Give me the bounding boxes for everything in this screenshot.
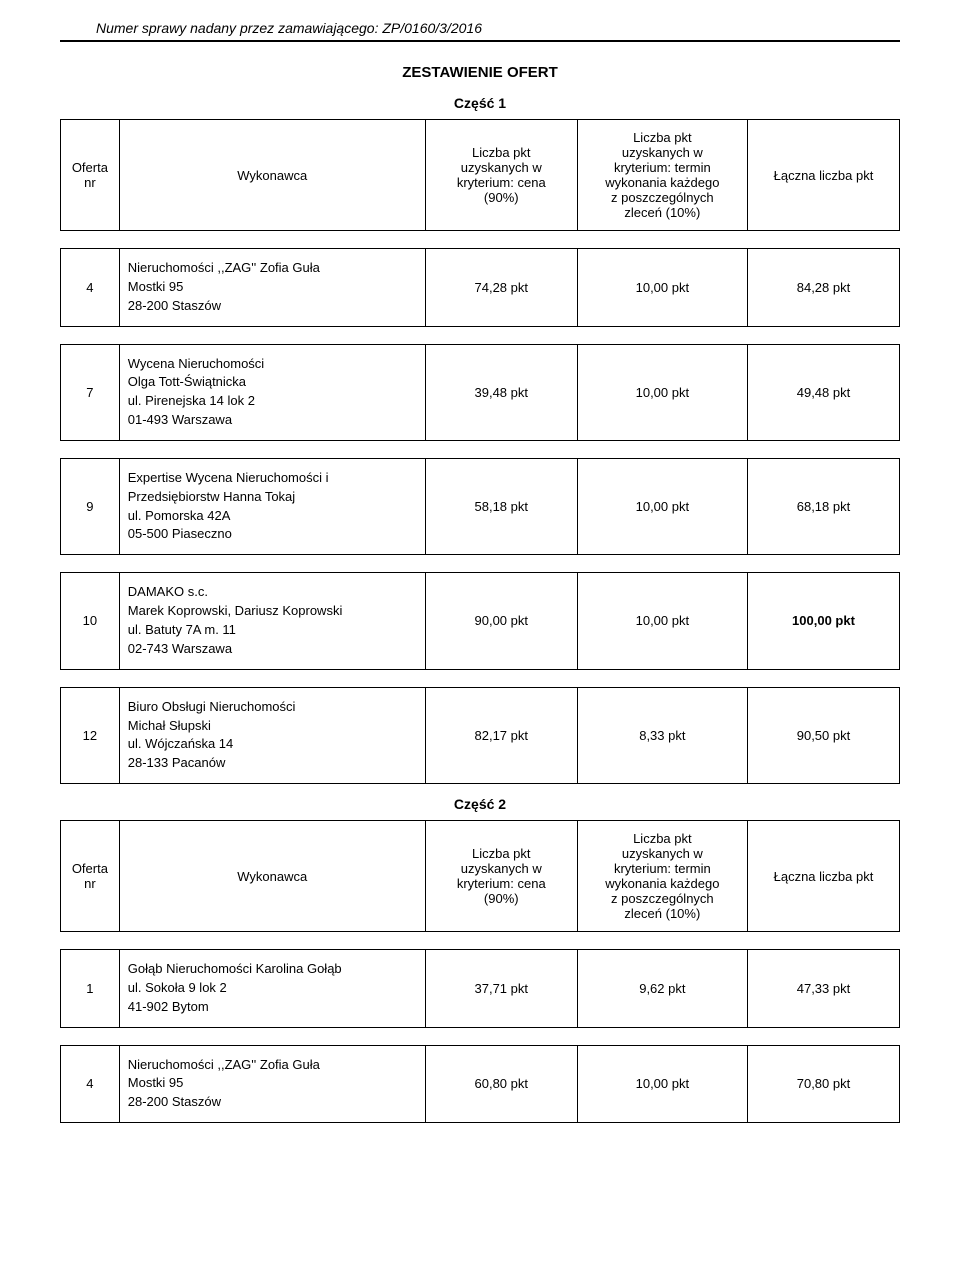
part2-title: Część 2 [60, 796, 900, 812]
column-header-wykonawca: Wykonawca [119, 120, 425, 231]
cell-total: 68,18 pkt [747, 458, 899, 554]
cell-offer-nr: 12 [61, 687, 120, 783]
table-row: 4Nieruchomości ,,ZAG'' Zofia GułaMostki … [61, 1045, 900, 1123]
cell-wykonawca: Expertise Wycena Nieruchomości iPrzedsię… [119, 458, 425, 554]
column-header-crit1: Liczba pktuzyskanych wkryterium: cena(90… [425, 821, 577, 932]
cell-crit1: 90,00 pkt [425, 573, 577, 669]
table-row: 1Gołąb Nieruchomości Karolina Gołąbul. S… [61, 950, 900, 1028]
cell-total: 47,33 pkt [747, 950, 899, 1028]
table-header-row: OfertanrWykonawcaLiczba pktuzyskanych wk… [61, 120, 900, 231]
cell-crit1: 58,18 pkt [425, 458, 577, 554]
cell-offer-nr: 10 [61, 573, 120, 669]
cell-wykonawca: Nieruchomości ,,ZAG'' Zofia GułaMostki 9… [119, 1045, 425, 1123]
document-title: ZESTAWIENIE OFERT [60, 64, 900, 81]
table-header-row: OfertanrWykonawcaLiczba pktuzyskanych wk… [61, 821, 900, 932]
cell-crit2: 9,62 pkt [577, 950, 747, 1028]
header-region: Numer sprawy nadany przez zamawiającego:… [60, 20, 900, 42]
cell-wykonawca: Wycena NieruchomościOlga Tott-Świątnicka… [119, 344, 425, 440]
cell-crit2: 10,00 pkt [577, 573, 747, 669]
cell-offer-nr: 9 [61, 458, 120, 554]
spacer-row [61, 326, 900, 344]
spacer-row [61, 669, 900, 687]
cell-crit2: 10,00 pkt [577, 344, 747, 440]
column-header-crit2: Liczba pktuzyskanych wkryterium: terminw… [577, 821, 747, 932]
table-row: 12Biuro Obsługi NieruchomościMichał Słup… [61, 687, 900, 783]
cell-total: 84,28 pkt [747, 249, 899, 327]
cell-crit2: 8,33 pkt [577, 687, 747, 783]
cell-total: 49,48 pkt [747, 344, 899, 440]
column-header-wykonawca: Wykonawca [119, 821, 425, 932]
column-header-total: Łączna liczba pkt [747, 821, 899, 932]
part1-table: OfertanrWykonawcaLiczba pktuzyskanych wk… [60, 119, 900, 784]
table-row: 4Nieruchomości ,,ZAG'' Zofia GułaMostki … [61, 249, 900, 327]
cell-crit1: 82,17 pkt [425, 687, 577, 783]
cell-crit1: 39,48 pkt [425, 344, 577, 440]
cell-wykonawca: Nieruchomości ,,ZAG'' Zofia GułaMostki 9… [119, 249, 425, 327]
table-row: 9Expertise Wycena Nieruchomości iPrzedsi… [61, 458, 900, 554]
cell-crit2: 10,00 pkt [577, 458, 747, 554]
page: Numer sprawy nadany przez zamawiającego:… [0, 0, 960, 1163]
cell-total: 70,80 pkt [747, 1045, 899, 1123]
cell-wykonawca: Biuro Obsługi NieruchomościMichał Słupsk… [119, 687, 425, 783]
column-header-crit2: Liczba pktuzyskanych wkryterium: terminw… [577, 120, 747, 231]
column-header-nr: Ofertanr [61, 821, 120, 932]
cell-offer-nr: 4 [61, 1045, 120, 1123]
part1-title: Część 1 [60, 95, 900, 111]
table-row: 7Wycena NieruchomościOlga Tott-Świątnick… [61, 344, 900, 440]
cell-crit1: 74,28 pkt [425, 249, 577, 327]
cell-offer-nr: 7 [61, 344, 120, 440]
cell-total: 90,50 pkt [747, 687, 899, 783]
cell-crit1: 37,71 pkt [425, 950, 577, 1028]
cell-offer-nr: 4 [61, 249, 120, 327]
case-number: Numer sprawy nadany przez zamawiającego:… [60, 20, 900, 36]
column-header-nr: Ofertanr [61, 120, 120, 231]
spacer-row [61, 555, 900, 573]
spacer-row [61, 932, 900, 950]
cell-total: 100,00 pkt [747, 573, 899, 669]
part2-table: OfertanrWykonawcaLiczba pktuzyskanych wk… [60, 820, 900, 1123]
cell-wykonawca: DAMAKO s.c.Marek Koprowski, Dariusz Kopr… [119, 573, 425, 669]
table-row: 10DAMAKO s.c.Marek Koprowski, Dariusz Ko… [61, 573, 900, 669]
column-header-crit1: Liczba pktuzyskanych wkryterium: cena(90… [425, 120, 577, 231]
cell-crit2: 10,00 pkt [577, 249, 747, 327]
spacer-row [61, 440, 900, 458]
cell-crit1: 60,80 pkt [425, 1045, 577, 1123]
spacer-row [61, 1027, 900, 1045]
cell-wykonawca: Gołąb Nieruchomości Karolina Gołąbul. So… [119, 950, 425, 1028]
column-header-total: Łączna liczba pkt [747, 120, 899, 231]
cell-offer-nr: 1 [61, 950, 120, 1028]
cell-crit2: 10,00 pkt [577, 1045, 747, 1123]
spacer-row [61, 231, 900, 249]
